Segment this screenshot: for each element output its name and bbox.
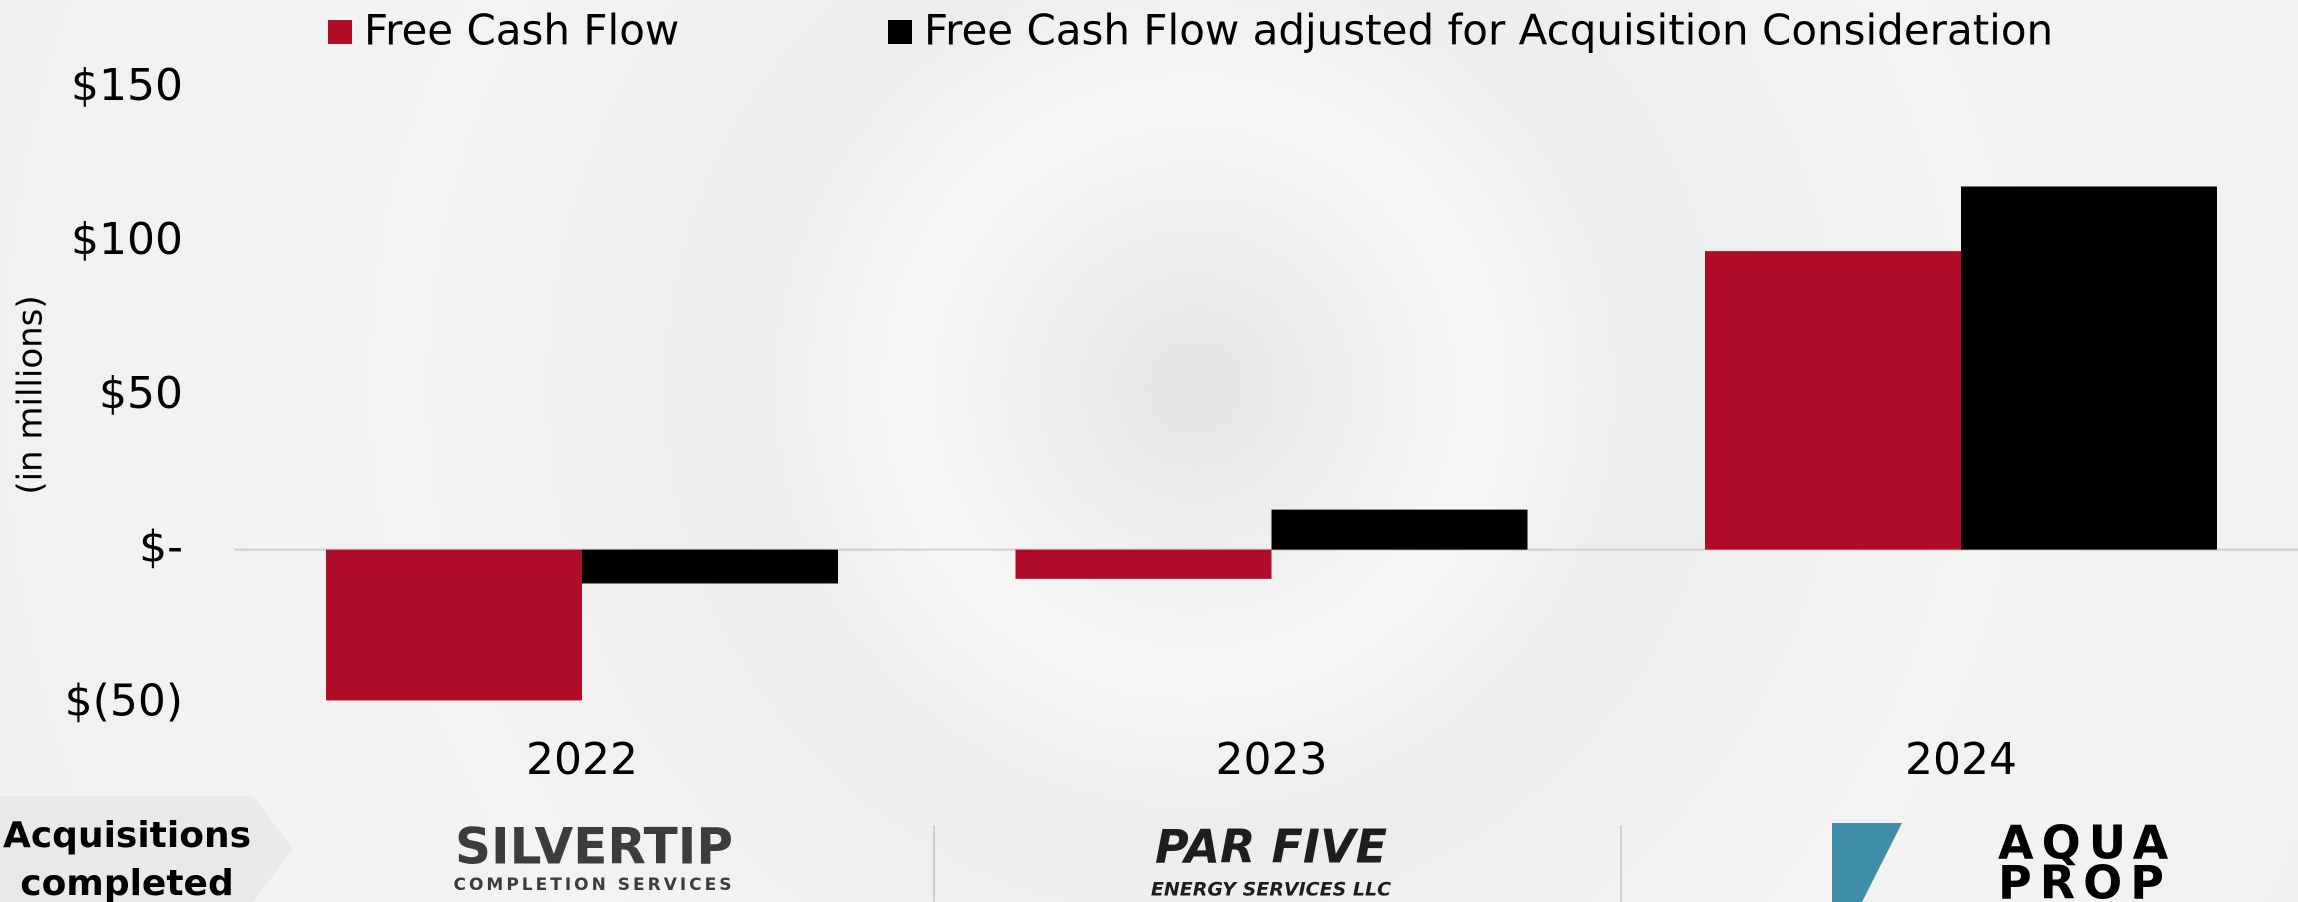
legend-swatch bbox=[328, 20, 352, 44]
logo-sub: ENERGY SERVICES LLC bbox=[1151, 879, 1391, 901]
x-tick-label: 2023 bbox=[1216, 734, 1328, 785]
y-tick-label: $100 bbox=[71, 214, 183, 265]
logo-name: SILVERTIP bbox=[455, 818, 733, 876]
bar bbox=[1705, 251, 1961, 550]
y-tick-label: $50 bbox=[99, 368, 183, 419]
x-tick-label: 2024 bbox=[1905, 734, 2017, 785]
y-axis-label: (in millions) bbox=[11, 295, 51, 494]
legend-label: Free Cash Flow adjusted for Acquisition … bbox=[924, 6, 2053, 55]
legend-swatch bbox=[888, 20, 912, 44]
logo-name: AQUA bbox=[1998, 816, 2176, 870]
legend-label: Free Cash Flow bbox=[364, 6, 679, 55]
bar bbox=[1271, 509, 1528, 550]
bar bbox=[326, 549, 582, 701]
bar bbox=[1961, 186, 2217, 550]
logo-sub: COMPLETION SERVICES bbox=[453, 875, 734, 895]
logo-icon bbox=[1832, 823, 1902, 902]
bar bbox=[582, 549, 838, 584]
y-tick-label: $- bbox=[139, 522, 183, 573]
bar bbox=[1015, 549, 1272, 579]
logo-sub: PROP bbox=[1998, 856, 2172, 902]
y-tick-label: $150 bbox=[71, 60, 183, 111]
acquisitions-label: completed bbox=[20, 863, 234, 902]
logo-name: PAR FIVE bbox=[1155, 820, 1387, 874]
acquisitions-band bbox=[0, 796, 293, 902]
acquisitions-label: Acquisitions bbox=[3, 815, 251, 856]
x-tick-label: 2022 bbox=[526, 734, 638, 785]
y-tick-label: $(50) bbox=[65, 676, 183, 727]
